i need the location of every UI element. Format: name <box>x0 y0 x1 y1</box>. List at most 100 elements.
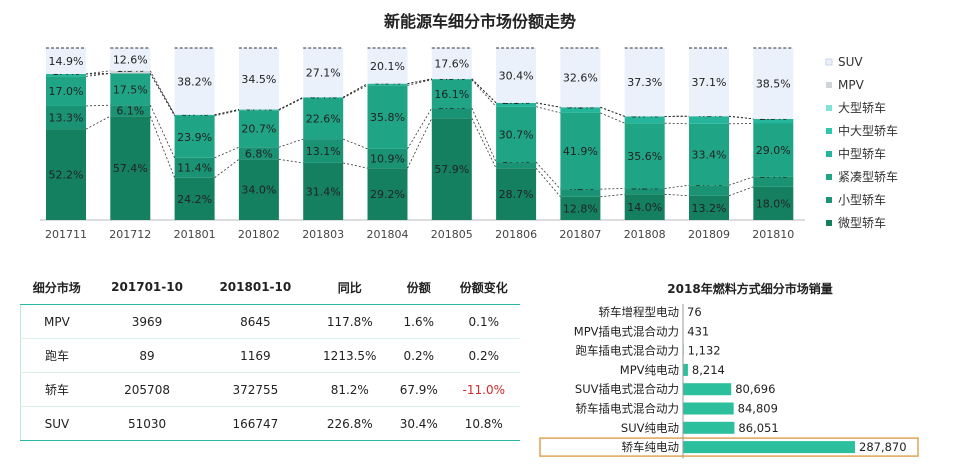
connector-line <box>664 184 690 189</box>
category-label: 轿车增程型电动 <box>599 305 680 319</box>
data-label: 13.2% <box>692 202 727 215</box>
bar-segment <box>46 73 86 77</box>
connector-line <box>471 118 497 169</box>
legend-label: 小型轿车 <box>838 192 886 207</box>
data-label: 6.1% <box>116 105 144 118</box>
data-label: 38.2% <box>177 75 212 88</box>
bar-segment <box>624 188 665 195</box>
data-label: 13.3% <box>49 112 84 125</box>
bar-segment <box>431 48 472 79</box>
data-label: 22.6% <box>306 113 341 126</box>
category-label: SUV插电式混合动力 <box>575 382 679 396</box>
connector-line <box>343 138 368 150</box>
bar-segment <box>238 147 279 160</box>
connector-line <box>85 73 111 77</box>
category-label: MPV插电式混合动力 <box>574 324 679 338</box>
table-cell: 89 <box>92 338 202 373</box>
data-label: 23.9% <box>177 131 212 144</box>
table-cell: 166747 <box>201 406 310 441</box>
x-tick-label: 201804 <box>367 228 409 241</box>
bar-segment <box>238 109 279 111</box>
bar-segment <box>110 48 151 71</box>
bar-segment <box>46 76 86 106</box>
bar-segment <box>496 102 537 107</box>
data-label: 11.4% <box>177 162 212 175</box>
bar-segment <box>303 162 344 220</box>
data-label: 10.9% <box>370 152 405 165</box>
data-label: 24.2% <box>177 193 212 206</box>
bar-segment <box>753 118 794 124</box>
data-label: 14.0% <box>627 201 662 214</box>
connector-line <box>471 107 497 163</box>
table-cell: 30.4% <box>390 406 448 441</box>
bar-segment <box>560 48 601 108</box>
legend-swatch <box>826 128 832 134</box>
connector-line <box>278 96 304 110</box>
connector-line <box>278 158 304 164</box>
bar-segment <box>624 123 665 189</box>
table-cell: 轿车 <box>19 372 93 407</box>
bar-segment <box>431 78 472 80</box>
table-header-cell: 同比 <box>309 270 391 305</box>
data-label: 17.6% <box>434 57 469 70</box>
connector-line <box>149 104 175 158</box>
value-label: 287,870 <box>859 440 907 454</box>
table-cell: 0.2% <box>390 338 448 373</box>
data-label: 34.5% <box>241 73 276 86</box>
connector-line <box>536 102 561 108</box>
table-header-cell: 201801-10 <box>201 270 310 305</box>
table-cell: 205708 <box>92 372 202 407</box>
data-label: 37.3% <box>627 76 662 89</box>
x-tick-label: 201712 <box>109 228 151 241</box>
fuel-sales-bar-chart: 轿车增程型电动 76 MPV插电式混合动力 431 跑车插电式混合动力 1,132 MPV纯… <box>539 304 919 459</box>
connector-line <box>343 84 368 99</box>
bar <box>683 421 735 434</box>
data-label: 12.6% <box>113 53 148 66</box>
table-cell: 10.8% <box>447 406 520 441</box>
connector-line <box>728 186 754 197</box>
bar-segment <box>560 189 601 197</box>
legend-label: 紧凑型轿车 <box>838 169 898 184</box>
table-cell: 226.8% <box>309 406 391 441</box>
table-cell: 81.2% <box>309 372 391 407</box>
bar-segment <box>303 139 344 163</box>
bar-segment <box>624 116 665 124</box>
data-label: 35.6% <box>627 150 662 163</box>
connector-line <box>343 162 368 169</box>
bar-segment <box>110 73 151 106</box>
connector-line <box>600 106 625 117</box>
x-tick-label: 201802 <box>238 228 280 241</box>
x-tick-label: 201711 <box>45 228 87 241</box>
bar-segment <box>689 185 729 196</box>
x-tick-label: 201805 <box>431 228 473 241</box>
category-label: SUV纯电动 <box>621 421 679 435</box>
data-label: 27.1% <box>306 67 341 80</box>
table-cell: SUV <box>19 406 93 441</box>
table-row: SUV 51030 166747 226.8% 30.4% 10.8% <box>19 406 520 441</box>
x-tick-label: 201806 <box>495 228 537 241</box>
connector-line <box>600 188 625 190</box>
data-label: 16.1% <box>434 88 469 101</box>
value-label: 1,132 <box>688 344 721 358</box>
data-label: 18.0% <box>756 197 791 210</box>
connector-line <box>149 116 175 178</box>
table-cell: 117.8% <box>309 304 391 339</box>
data-label: 6.8% <box>245 147 273 160</box>
bar-segment <box>174 115 215 158</box>
bar-segment <box>753 176 794 187</box>
category-label: 跑车插电式混合动力 <box>576 344 680 358</box>
table-cell: 1169 <box>201 338 310 373</box>
data-label: 57.9% <box>434 163 469 176</box>
connector-line <box>600 193 625 198</box>
legend-swatch <box>826 151 832 157</box>
data-label: 28.7% <box>499 188 534 201</box>
data-label: 20.1% <box>370 60 405 73</box>
table-cell: 3969 <box>92 304 202 339</box>
bar <box>683 441 855 454</box>
bar-segment <box>367 83 408 86</box>
bar-segment <box>753 123 794 177</box>
table-row: 跑车 89 1169 1213.5% 0.2% 0.2% <box>19 338 520 373</box>
legend-label: 大型轿车 <box>838 100 886 115</box>
bar-segment <box>303 98 344 140</box>
table-cell: 跑车 <box>19 338 93 373</box>
